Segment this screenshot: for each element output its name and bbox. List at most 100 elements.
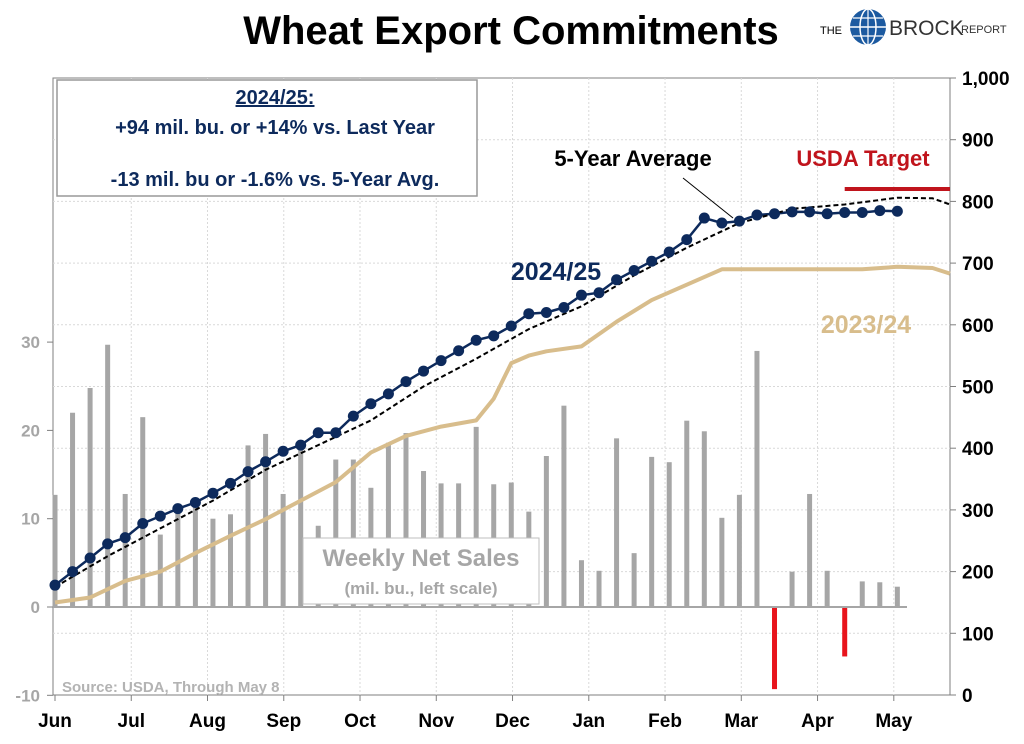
x-axis-label: Feb [648,711,682,732]
usda-target-label: USDA Target [796,146,930,171]
series-2024-25-point [189,496,201,508]
weekly-sales-bar [280,493,286,607]
series-2024-25-point [119,532,131,544]
weekly-sales-bar [385,442,391,607]
right-axis-label: 400 [962,439,994,460]
series-2024-25-point [505,320,517,332]
weekly-sales-bar [614,438,620,607]
info-box-heading: 2024/25: [236,87,315,109]
weekly-sales-bar [350,459,356,607]
left-axis-label: 10 [21,510,40,529]
series-2024-25-point [488,330,500,342]
weekly-sales-bar [333,459,339,607]
series-2024-25-point [540,306,552,318]
weekly-sales-bar [140,417,146,607]
series-2024-25-point [769,208,781,220]
weekly-sales-bar [701,431,707,607]
series-2024-25-point [242,466,254,478]
weekly-sales-bar [403,433,409,607]
series-2024-25-point [382,388,394,400]
info-box-line1: +94 mil. bu. or +14% vs. Last Year [115,117,435,139]
series-2024-25-point [330,427,342,439]
x-axis-label: Nov [418,711,454,732]
series-2024-25-point [49,579,61,591]
series-5-year-average-line [54,196,951,588]
info-box [56,79,478,197]
left-axis-label: -10 [15,686,40,705]
weekly-sales-bar [736,494,742,607]
right-axis-label: 200 [962,563,994,584]
five-year-label: 5-Year Average [554,146,711,171]
x-axis-label: May [875,711,912,732]
weekly-sales-bar [298,448,304,607]
series-2024-25-point [593,287,605,299]
weekly-sales-bar [772,607,778,690]
weekly-sales-bar [578,560,584,607]
x-axis-label: Jul [118,711,145,732]
weekly-sales-bar [684,420,690,607]
series-2024-25-point [400,376,412,388]
weekly-sales-bar [192,506,198,607]
series-2024-25-point [224,477,236,489]
weekly-sales-bar [807,493,813,607]
weekly-sales-bar [631,553,637,607]
five-year-pointer [682,177,734,219]
weekly-sales-bar [859,581,865,607]
source-note: Source: USDA, Through May 8 [62,679,280,696]
weekly-sales-bar [105,344,111,607]
weekly-sales-bar [649,456,655,607]
weekly-sales-bar [87,388,93,607]
left-axis-label: 20 [21,421,40,440]
x-axis-label: Jan [572,711,605,732]
series-2024-25-point [470,334,482,346]
weekly-sales-bar [596,570,602,607]
chart-title: Wheat Export Commitments [243,9,779,53]
weekly-sales-bar [842,607,848,657]
series-2024-25-point [295,439,307,451]
series-2024-25-point [277,445,289,457]
weekly-sales-bar [789,571,795,607]
series-2024-25-point [628,265,640,277]
weekly-sales-subtitle: (mil. bu., left scale) [344,579,497,598]
series-2023-24-line [54,264,951,605]
brand-report: REPORT [961,24,1007,36]
last-year-label: 2023/24 [821,311,911,339]
axes: 0 100 200 300 400 500 600 700 800 900 1,000 -10 0 10 2… [15,69,1009,732]
series-2024-25-point [102,538,114,550]
weekly-sales-bar [52,494,58,607]
info-box-line2: -13 mil. bu or -1.6% vs. 5-Year Avg. [111,169,440,191]
weekly-sales-bar [175,506,181,607]
series-2024-25-point [347,410,359,422]
series-2024-25-point [67,566,79,578]
x-axis-label: Mar [724,711,758,732]
series-2024-25-point [558,302,570,314]
right-axis-label: 300 [962,501,994,522]
weekly-sales-bar [473,426,479,607]
right-axis-label: 500 [962,378,994,399]
series-2024-25-point [856,207,868,219]
right-axis-label: 1,000 [962,69,1010,90]
series-2024-25-point [523,308,535,320]
weekly-sales-bar [666,462,672,607]
series-2024-25-point [716,217,728,229]
x-axis-label: Sep [266,711,301,732]
weekly-sales-bar [719,517,725,607]
weekly-sales-bar [70,412,76,607]
x-axis-label: Apr [801,711,834,732]
right-axis-label: 600 [962,316,994,337]
left-axis-label: 0 [31,598,40,617]
x-axis-label: Oct [344,711,376,732]
x-axis-label: Jun [38,711,72,732]
series-2024-25-point [733,215,745,227]
right-axis-label: 0 [962,686,973,707]
series-2024-25-point [172,503,184,515]
brand-the: THE [820,25,842,37]
series-2024-25-point [646,255,658,267]
globe-icon [850,8,886,46]
series-2024-25-point [418,365,430,377]
left-axis-label: 30 [21,333,40,352]
series-2024-25-point [804,206,816,218]
series-2024-25-point [453,345,465,357]
weekly-sales-title: Weekly Net Sales [322,545,519,572]
